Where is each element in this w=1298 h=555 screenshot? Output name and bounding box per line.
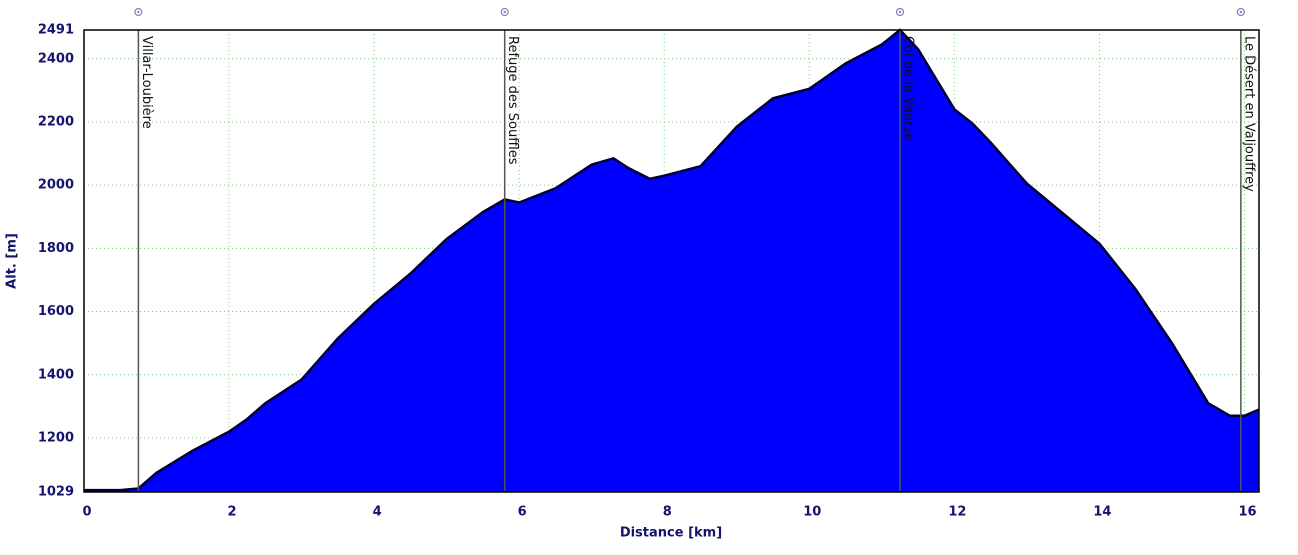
y-tick-label: 1800 <box>38 241 74 256</box>
y-tick-label: 2400 <box>38 51 74 66</box>
x-tick-label: 0 <box>82 505 91 520</box>
y-tick-label: 2200 <box>38 114 74 129</box>
waypoint-marker <box>1236 7 1245 17</box>
y-tick-label: 1200 <box>38 430 74 445</box>
x-tick-label: 4 <box>373 505 382 520</box>
area-fill <box>84 30 1259 492</box>
waypoint-label: Col de la Vaurze <box>900 36 915 141</box>
waypoint-label: Villar-Loubière <box>139 36 154 129</box>
y-axis-label: Alt. [m] <box>5 233 20 289</box>
x-tick-label: 12 <box>948 505 966 520</box>
x-tick-label: 2 <box>228 505 237 520</box>
y-tick-label: 2491 <box>38 23 74 38</box>
waypoint-dot <box>898 10 902 14</box>
plot-frame <box>83 29 1260 493</box>
y-tick-label: 1600 <box>38 304 74 319</box>
waypoint-marker <box>134 7 143 17</box>
waypoint-dot <box>1239 10 1243 14</box>
profile-line <box>84 28 1260 492</box>
x-axis-label: Distance [km] <box>620 526 722 541</box>
x-tick-label: 8 <box>663 505 672 520</box>
x-tick-label: 16 <box>1238 505 1256 520</box>
waypoint-marker <box>500 7 509 17</box>
waypoint-label: Refuge des Souffles <box>505 36 520 165</box>
y-tick-label: 1029 <box>38 485 74 500</box>
y-tick-label: 1400 <box>38 367 74 382</box>
waypoint-dot <box>503 10 506 14</box>
waypoint-marker <box>895 7 905 17</box>
x-tick-label: 10 <box>803 505 821 520</box>
x-tick-label: 14 <box>1093 505 1111 520</box>
x-tick-label: 6 <box>518 505 527 520</box>
waypoint-dot <box>137 10 140 14</box>
y-tick-label: 2000 <box>38 178 74 193</box>
waypoint-label: Le Désert en Valjouffrey <box>1241 36 1256 192</box>
